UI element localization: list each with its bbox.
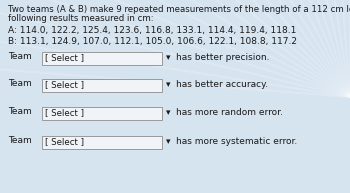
Text: Two teams (A & B) make 9 repeated measurements of the length of a 112 cm long ta: Two teams (A & B) make 9 repeated measur… bbox=[8, 5, 350, 14]
Text: [ Select ]: [ Select ] bbox=[45, 108, 84, 117]
Text: Team: Team bbox=[8, 79, 32, 88]
Text: has more random error.: has more random error. bbox=[176, 108, 283, 117]
Text: [ Select ]: [ Select ] bbox=[45, 137, 84, 146]
Text: following results measured in cm:: following results measured in cm: bbox=[8, 14, 154, 23]
Text: A: 114.0, 122.2, 125.4, 123.6, 116.8, 133.1, 114.4, 119.4, 118.1: A: 114.0, 122.2, 125.4, 123.6, 116.8, 13… bbox=[8, 26, 296, 35]
Text: ▾: ▾ bbox=[166, 53, 170, 62]
Text: Team: Team bbox=[8, 107, 32, 116]
FancyBboxPatch shape bbox=[42, 107, 162, 120]
Text: has better accuracy.: has better accuracy. bbox=[176, 80, 268, 89]
Text: ▾: ▾ bbox=[166, 108, 170, 117]
Text: ▾: ▾ bbox=[166, 137, 170, 146]
Text: has better precision.: has better precision. bbox=[176, 53, 270, 62]
Text: [ Select ]: [ Select ] bbox=[45, 80, 84, 89]
Text: Team: Team bbox=[8, 52, 32, 61]
Text: ▾: ▾ bbox=[166, 80, 170, 89]
Text: B: 113.1, 124.9, 107.0, 112.1, 105.0, 106.6, 122.1, 108.8, 117.2: B: 113.1, 124.9, 107.0, 112.1, 105.0, 10… bbox=[8, 37, 297, 46]
FancyBboxPatch shape bbox=[42, 136, 162, 149]
FancyBboxPatch shape bbox=[42, 79, 162, 92]
FancyBboxPatch shape bbox=[42, 52, 162, 65]
Text: Team: Team bbox=[8, 136, 32, 145]
Text: [ Select ]: [ Select ] bbox=[45, 53, 84, 62]
Text: has more systematic error.: has more systematic error. bbox=[176, 137, 297, 146]
